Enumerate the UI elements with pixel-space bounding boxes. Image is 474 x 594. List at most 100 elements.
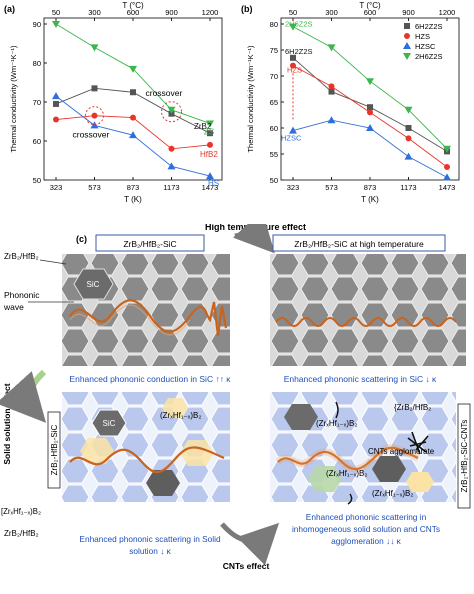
top-tick-label: 300 (88, 8, 101, 17)
series-HZS (290, 62, 450, 170)
data-point-ZS (167, 106, 176, 114)
data-point-6H2Z2S (290, 54, 296, 61)
data-point-HZS (328, 83, 335, 90)
data-point-HfB2 (168, 145, 175, 152)
phonon-wave-3 (69, 446, 225, 474)
panel-4-caption-3: agglomeration ↓↓ κ (331, 536, 401, 546)
panel-3-left-solid: [ZrₓHf₁₋ₓ)B₂ (1, 507, 41, 516)
data-point-HS (90, 121, 99, 129)
data-point-HfB2 (130, 114, 136, 121)
y-tick-label: 50 (270, 176, 278, 185)
panel-3: SiC (ZrₓHf₁₋ₓ)B₂ ZrB₂-HfB₂-SiC [ZrₓHf₁₋ₓ… (1, 392, 230, 556)
cnts-arrow (220, 522, 280, 566)
series-label-ZS: ZS (204, 127, 214, 136)
legend-label-6H2Z2S: 6H2Z2S (415, 22, 443, 31)
data-point-HZS (367, 109, 373, 116)
y-tick-label: 80 (270, 20, 278, 29)
data-point-HZS (405, 135, 412, 142)
legend-marker-HZSC (403, 42, 411, 49)
x-axis-label: T (K) (361, 195, 379, 204)
panel-4-caption-2: inhomogeneous solid solution and CNTs (292, 524, 440, 534)
data-point-HS (52, 92, 60, 100)
x-tick-label: 1173 (400, 183, 416, 192)
panel-3-left-matrix: ZrB₂/HfB₂ (4, 529, 39, 538)
panel-label: (b) (241, 4, 253, 14)
panel-3-caption-2: solution ↓ κ (129, 546, 171, 556)
data-point-HS (206, 172, 214, 180)
series-HS (52, 92, 214, 180)
y-tick-label: 70 (33, 98, 41, 107)
data-point-HZSC (289, 126, 297, 134)
panel-2: ZrB₂/HfB₂-SiC at high temperature Enhanc… (270, 234, 466, 384)
top-tick-label: 50 (289, 8, 297, 17)
top-axis-label: T (°C) (122, 1, 144, 10)
y-tick-label: 90 (33, 20, 41, 29)
x-tick-label: 323 (50, 183, 63, 192)
chart-a: (a) T (°C) 50 300 600 900 1200 323 573 873 1173 147… (4, 1, 223, 204)
panel-4-side-label: ZrB₂-HfB₂-SiC-CNTs (460, 420, 469, 493)
high-temp-arrow (232, 224, 275, 254)
panel-4-solid-1: (ZrₓHf₁₋ₓ)B₂ (316, 419, 358, 428)
data-point-6H2Z2S (367, 104, 373, 111)
x-tick-label: 1473 (439, 183, 456, 192)
panel-1-title: ZrB₂/HfB₂-SiC (123, 239, 176, 249)
data-point-HZSC (443, 173, 451, 181)
data-point-HS (167, 162, 176, 170)
data-point-HfB2 (207, 141, 213, 148)
sic-label-1: SiC (87, 280, 100, 289)
schematic-c: (c) High temperature effect ZrB₂/HfB₂-Si… (0, 224, 471, 571)
y-tick-label: 80 (33, 59, 41, 68)
x-tick-label: 1473 (202, 183, 219, 192)
data-point-ZS (129, 65, 137, 73)
y-tick-label: 60 (33, 137, 41, 146)
point-label: 6H2Z2S (285, 47, 313, 56)
legend-label-HZS: HZS (415, 32, 430, 41)
top-tick-label: 900 (402, 8, 415, 17)
y-axis-label: Thermal conductivity (Wm⁻¹K⁻¹) (246, 45, 255, 153)
data-point-HZS (290, 62, 296, 69)
data-point-ZrB2 (91, 85, 98, 92)
legend-label-2H6Z2S: 2H6Z2S (415, 52, 443, 61)
data-point-2H6Z2S (366, 78, 374, 86)
crossover-circle (161, 101, 182, 123)
series-label-HfB2: HfB2 (200, 150, 218, 159)
y-axis-label: Thermal conductivity (Wm⁻¹K⁻¹) (9, 45, 18, 153)
cnt-icon (407, 431, 429, 455)
top-axis-label: T (°C) (359, 1, 381, 10)
crossover-label: crossover (73, 130, 110, 140)
cnts-effect-label: CNTs effect (223, 561, 270, 571)
data-point-2H6Z2S (327, 44, 336, 52)
phonon-wave-2 (275, 317, 457, 327)
top-tick-label: 300 (325, 8, 338, 17)
top-tick-label: 600 (127, 8, 140, 17)
plot-frame (43, 17, 223, 181)
series-ZS (52, 21, 214, 128)
x-axis-label: T (K) (124, 195, 142, 204)
top-tick-label: 600 (364, 8, 377, 17)
data-point-2H6Z2S (404, 106, 413, 114)
panel-2-caption: Enhanced phononic scattering in SiC ↓ κ (284, 374, 437, 384)
panel-c-label: (c) (76, 234, 87, 244)
data-point-6H2Z2S (405, 125, 412, 131)
x-tick-label: 573 (88, 183, 101, 192)
x-tick-label: 873 (127, 183, 140, 192)
point-label: HZS (287, 66, 302, 75)
series-label-HS: HS (208, 179, 219, 188)
x-tick-label: 323 (287, 183, 300, 192)
y-tick-label: 70 (270, 72, 278, 81)
y-tick-label: 75 (270, 46, 278, 55)
data-point-ZrB2 (53, 100, 59, 107)
panel-3-caption-1: Enhanced phononic scattering in Solid (79, 534, 221, 544)
data-point-HfB2 (53, 116, 59, 123)
sic-grain (73, 268, 114, 300)
data-point-ZS (90, 44, 99, 52)
data-point-HS (129, 131, 137, 139)
data-point-2H6Z2S (443, 145, 451, 153)
data-point-ZrB2 (207, 130, 213, 137)
point-label: HZSC (281, 134, 302, 143)
panel-1-caption: Enhanced phononic conduction in SiC ↑↑ κ (69, 374, 231, 384)
phononic-wave-label-2: wave (3, 302, 24, 312)
x-tick-label: 873 (364, 183, 377, 192)
y-tick-label: 60 (270, 124, 278, 133)
data-point-HZSC (327, 116, 336, 124)
